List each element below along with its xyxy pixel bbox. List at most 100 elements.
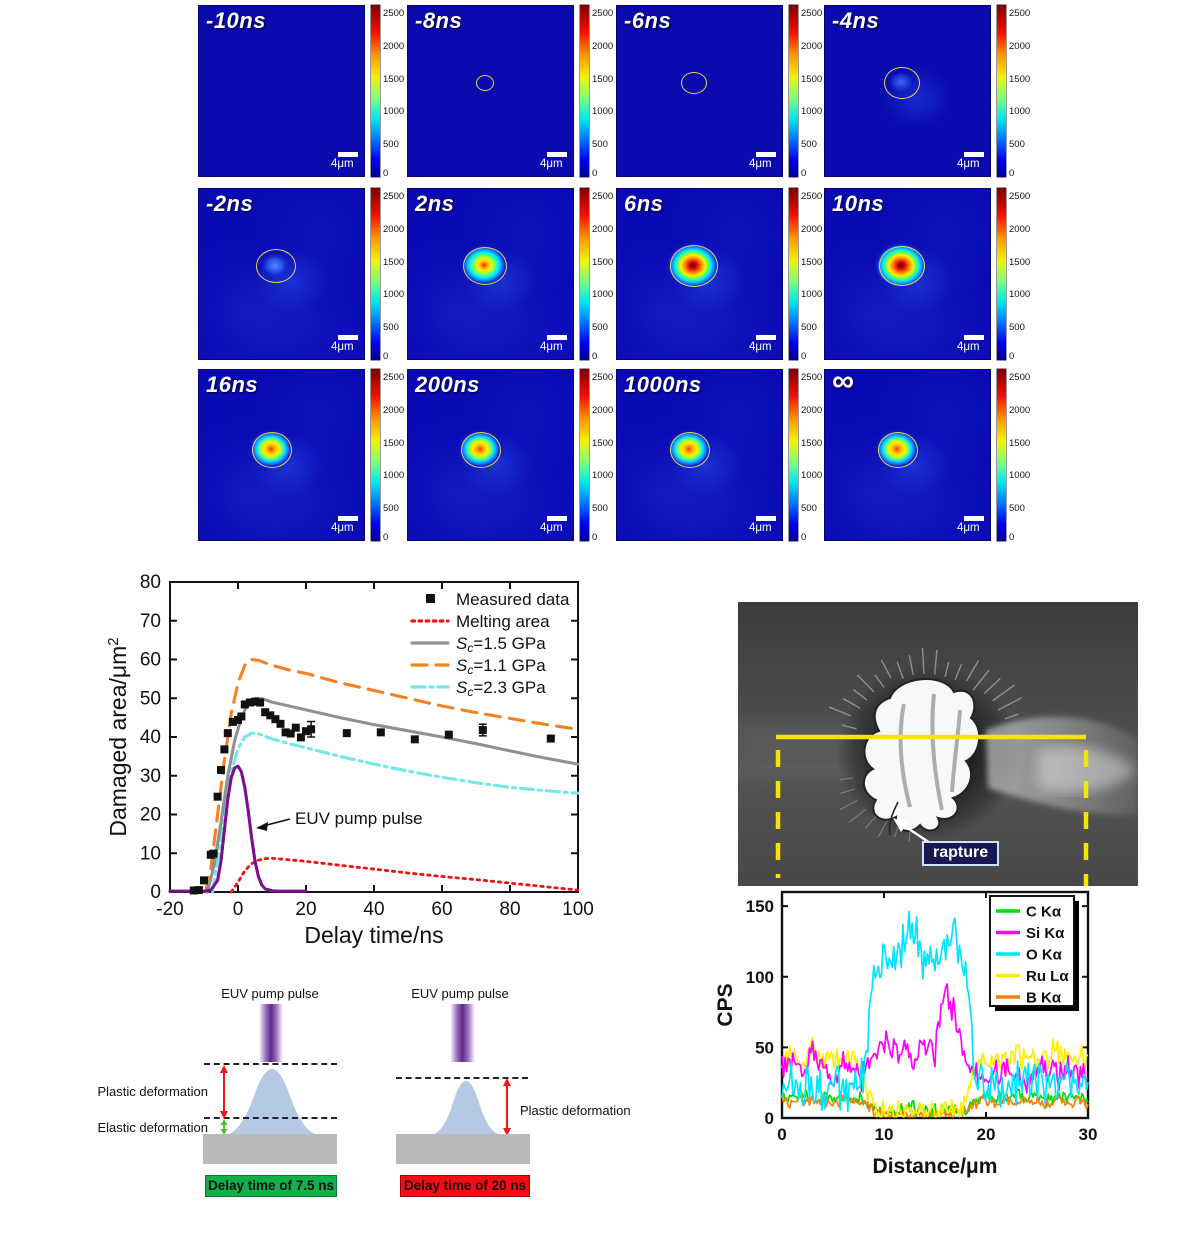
panel-time-label: 200ns: [415, 372, 480, 397]
legend-label: O Kα: [1026, 947, 1063, 964]
measured-data-point: [342, 729, 351, 738]
measured-data-point: [478, 726, 487, 735]
colorbar-tick: 500: [592, 139, 608, 151]
measured-data-point: [444, 730, 453, 739]
colorbar-tick: 1500: [801, 256, 823, 268]
colorbar-tick: 2000: [383, 223, 405, 235]
colorbar: [580, 369, 589, 541]
series-melting-area: [229, 856, 580, 894]
colorbar-tick: 1500: [592, 437, 614, 449]
colorbar: [580, 5, 589, 177]
colorbar-tick: 2500: [383, 372, 405, 383]
heatmap-panel-16ns: 16ns 4μm: [198, 369, 365, 541]
colorbar-tick: 2500: [801, 372, 823, 383]
scale-bar-label: 4μm: [331, 341, 354, 353]
colorbar: [789, 369, 798, 541]
colorbar-tick: 500: [801, 322, 817, 334]
scale-bar: [756, 516, 776, 521]
legend-label: Melting area: [456, 612, 550, 631]
damage-contour-circle: [461, 432, 501, 468]
colorbar-tick: 0: [383, 351, 389, 362]
damage-contour-circle: [256, 249, 296, 283]
legend-label: Sc=1.5 GPa: [456, 634, 546, 655]
measured-data-point: [291, 723, 300, 732]
colorbar-tick: 2000: [592, 40, 614, 52]
colorbar-tick: 1000: [801, 289, 823, 301]
substrate: [203, 1134, 337, 1164]
colorbar-tick: 0: [1009, 532, 1015, 543]
panel-time-label: 6ns: [624, 191, 664, 216]
x-tick-label: 100: [562, 899, 594, 920]
measured-data-point: [228, 717, 237, 726]
scale-bar: [338, 152, 358, 157]
series-sc-1-1-gpa: [204, 657, 580, 894]
colorbar: [789, 188, 798, 360]
legend-label: Sc=1.1 GPa: [456, 656, 546, 677]
pump-probe-heatmap-grid: -10ns 4μm 0 500 1000 1500 2000 2500 -8ns 4μm 0 500 1…: [0, 0, 1179, 560]
scale-bar: [547, 516, 567, 521]
colorbar: [371, 369, 380, 541]
sem-radial-spikes: [828, 647, 1023, 842]
panel-time-label: -8ns: [415, 8, 463, 33]
colorbar-tick: 2000: [1009, 40, 1031, 52]
colorbar: [580, 188, 589, 360]
colorbar-tick: 1500: [383, 437, 405, 449]
pump-pulse-label: EUV pump pulse: [411, 986, 509, 1001]
colorbar-tick: 2500: [592, 8, 614, 19]
heatmap-panel-6ns: 6ns 4μm: [616, 188, 783, 360]
colorbar-tick: 1000: [592, 470, 614, 482]
x-tick-label: 60: [431, 899, 452, 920]
colorbar-tick: 1000: [801, 470, 823, 482]
elastic-deformation-label: Elastic deformation: [97, 1120, 208, 1135]
colorbar-tick: 2500: [1009, 8, 1031, 19]
damage-contour-circle: [476, 75, 494, 91]
colorbar-tick: 1500: [1009, 256, 1031, 268]
peak-dashed-line: [396, 1077, 528, 1079]
measured-data-point: [302, 727, 310, 736]
measured-data-point: [240, 700, 249, 709]
elastic-arrow: [220, 1119, 228, 1135]
rupture-label: rapture: [922, 841, 1000, 866]
colorbar-tick: 1500: [1009, 73, 1031, 85]
heatmap-panel--8ns: -8ns 4μm: [407, 5, 574, 177]
colorbar-tick: 500: [801, 139, 817, 151]
scale-bar-label: 4μm: [957, 158, 980, 170]
measured-data-point: [286, 729, 295, 738]
sem-image-canvas: [738, 602, 1138, 886]
colorbar-tick: 2000: [801, 223, 823, 235]
colorbar-tick: 1000: [801, 106, 823, 118]
y-tick-label: 30: [140, 766, 161, 787]
colorbar-tick: 0: [1009, 168, 1015, 179]
x-tick-label: 20: [295, 899, 316, 920]
scale-bar-label: 4μm: [957, 522, 980, 534]
colorbar-tick: 2500: [383, 191, 405, 202]
sem-image: rapture: [738, 602, 1138, 886]
colorbar-tick: 1000: [383, 289, 405, 301]
damage-contour-circle: [463, 247, 507, 285]
colorbar-tick: 0: [801, 351, 807, 362]
measured-data-point: [256, 698, 265, 707]
colorbar: [997, 369, 1006, 541]
pump-pulse-annotation: EUV pump pulse: [295, 809, 423, 828]
scale-bar: [756, 335, 776, 340]
colorbar-tick: 500: [383, 139, 399, 151]
heatmap-panel--4ns: -4ns 4μm: [824, 5, 991, 177]
edx-linescan-chart: 0 10 20 30 0 50 100 150 Distance/μm CPS C Kα Si Kα O…: [700, 878, 1179, 1198]
scale-bar: [964, 152, 984, 157]
colorbar-tick: 0: [592, 532, 598, 543]
damage-contour-circle: [681, 72, 707, 94]
measured-data-point: [546, 734, 555, 743]
colorbar-tick: 1500: [1009, 437, 1031, 449]
colorbar-tick: 2000: [1009, 223, 1031, 235]
scale-bar-label: 4μm: [540, 341, 563, 353]
measured-data-point: [271, 715, 280, 724]
panel-time-label: 16ns: [206, 372, 259, 397]
scale-bar-label: 4μm: [749, 522, 772, 534]
colorbar-tick: 2000: [592, 404, 614, 416]
measured-data-point: [410, 735, 419, 744]
scale-bar: [547, 335, 567, 340]
colorbar: [997, 188, 1006, 360]
colorbar-tick: 2000: [801, 404, 823, 416]
